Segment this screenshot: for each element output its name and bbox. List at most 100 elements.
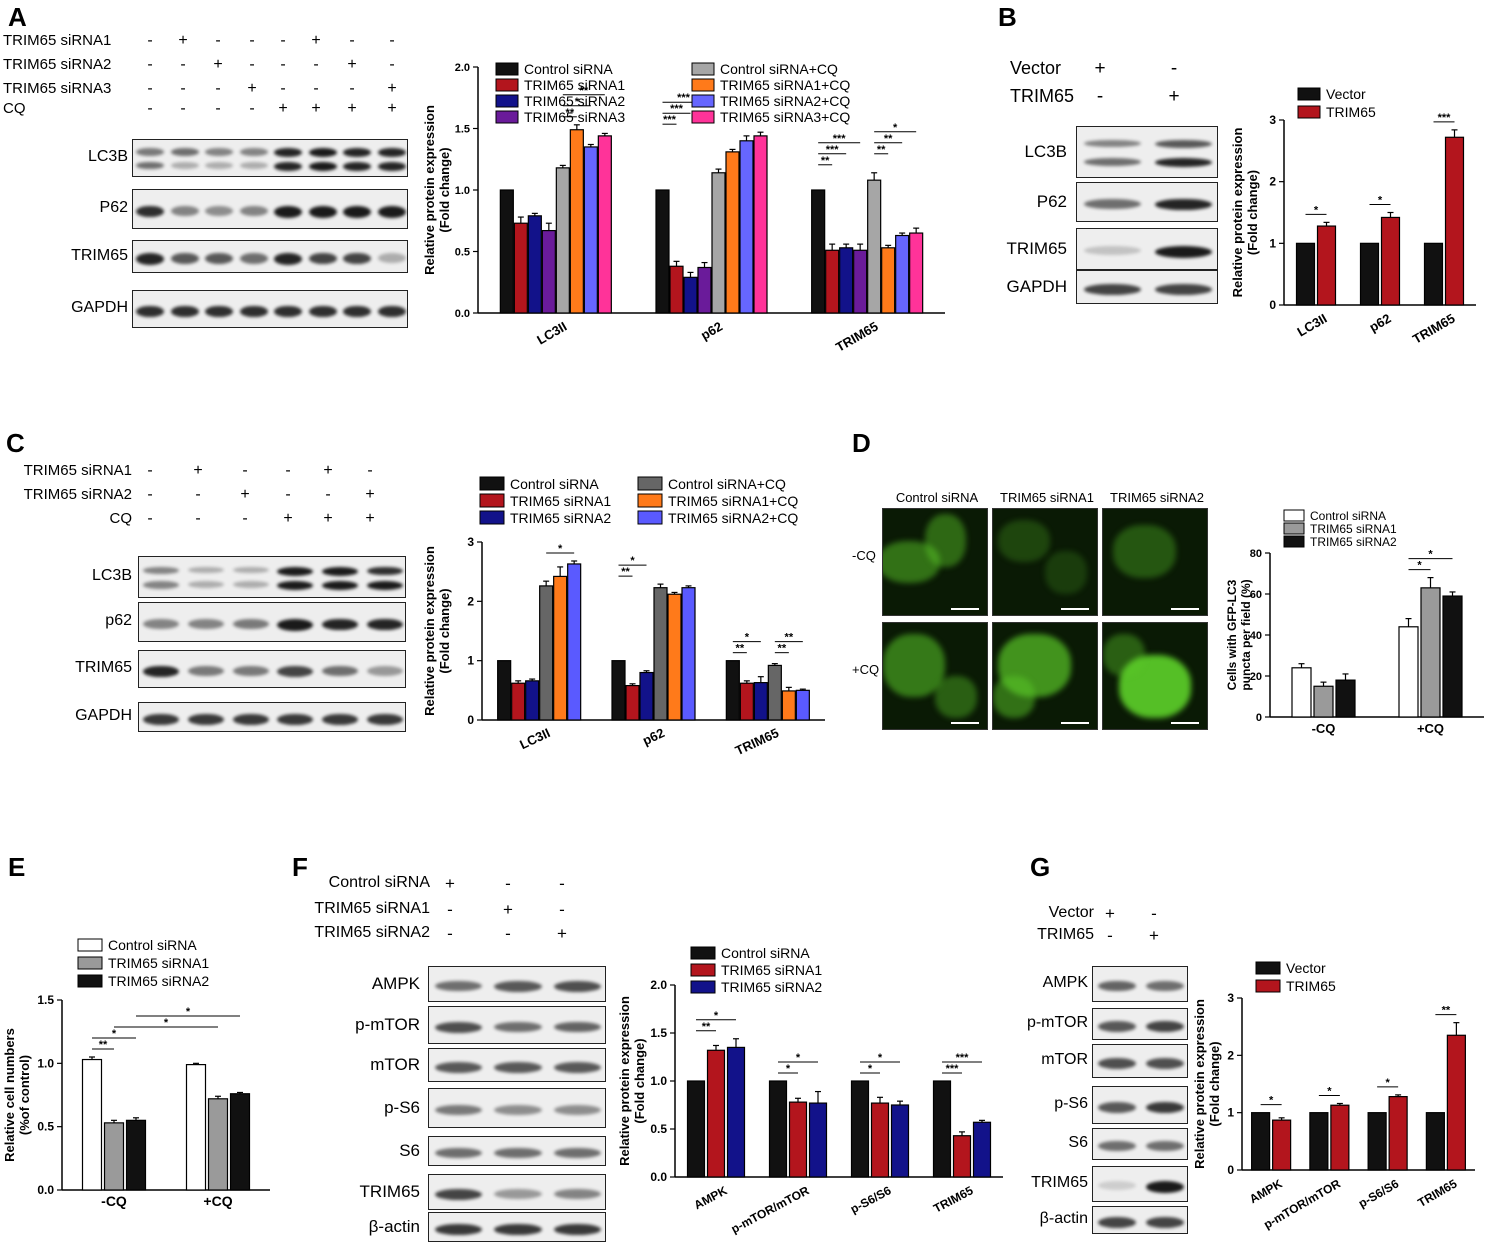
significance-marker: * <box>186 1006 191 1018</box>
band <box>377 253 406 263</box>
band <box>1084 198 1141 210</box>
wb-f-label-p-s6: p-S6 <box>384 1098 420 1117</box>
chart-b-y-axis-label: Relative protein expression <box>1230 128 1245 298</box>
bar-trim65-p62 <box>1380 216 1401 306</box>
significance-marker: * <box>1385 1077 1390 1089</box>
wb-c-label-gapdh: GAPDH <box>75 707 132 724</box>
wb-g-sign: + <box>1149 926 1159 945</box>
wb-a-sign: - <box>313 80 319 97</box>
band <box>277 713 314 726</box>
legend-label-trim65-sirna1: TRIM65 siRNA1 <box>721 962 822 978</box>
wb-g-blot-p-s6 <box>1092 1086 1188 1124</box>
wb-f-blot-actin <box>428 1212 606 1242</box>
gfp-cell <box>883 540 941 584</box>
chart-a-protein-expression: 0.0 0.5 1.0 1.5 2.0 Relative protein expressi… <box>422 61 945 355</box>
micrograph-cq-trim65-sirna2 <box>1102 508 1208 616</box>
legend-swatch-trim65-sirna2 <box>690 980 716 994</box>
panel-label-c: C <box>6 428 25 458</box>
significance-marker: *** <box>677 92 691 104</box>
bar-trim65-sirna1-p-s6-s6 <box>870 1102 890 1178</box>
band <box>553 1147 602 1159</box>
significance-marker: ** <box>580 85 589 97</box>
band <box>308 148 337 158</box>
y-tick-label: 2 <box>1227 1048 1234 1062</box>
wb-a-sign: - <box>147 56 153 73</box>
chart-a-category-label: TRIM65 <box>833 319 881 355</box>
band <box>308 305 337 318</box>
bar-control-sirna-cq <box>1398 626 1419 718</box>
chart-c-category-label: p62 <box>640 725 667 748</box>
wb-a-blot-p62 <box>132 189 408 229</box>
band <box>1155 157 1212 167</box>
legend-label-trim65-sirna2-cq: TRIM65 siRNA2+CQ <box>668 510 798 526</box>
band <box>136 161 165 170</box>
legend-label-trim65-sirna2: TRIM65 siRNA2 <box>721 979 822 995</box>
legend-swatch-control-sirna <box>495 62 519 76</box>
band <box>170 205 199 216</box>
wb-b-label-trim65: TRIM65 <box>1006 239 1067 258</box>
bar-trim65-sirna1-p-mtor-mtor <box>788 1101 808 1178</box>
bar-trim65-sirna1-lc3ii <box>511 682 526 721</box>
chart-f-protein-expression: 0.0 0.5 1.0 1.5 2.0 Relative protein expressi… <box>617 945 1003 1236</box>
bar-control-sirna-trim65 <box>725 660 740 721</box>
wb-g-label-s6: S6 <box>1068 1134 1088 1151</box>
chart-b-category-label: LC3II <box>1294 311 1329 340</box>
bar-trim65-p-s6-s6 <box>1388 1096 1408 1171</box>
legend-label-control-sirna: Control siRNA <box>510 476 599 492</box>
wb-b-condition-vector: Vector <box>1010 58 1062 78</box>
band <box>143 665 180 678</box>
wb-a-sign: - <box>249 32 255 49</box>
band <box>188 713 224 726</box>
band <box>377 305 406 318</box>
chart-f-category-label: AMPK <box>692 1183 730 1212</box>
bar-trim65-sirna1-lc3ii <box>513 222 528 314</box>
legend-swatch-control-sirna <box>479 476 505 491</box>
y-tick-label: 0.5 <box>455 247 470 259</box>
bar-control-sirna-cq <box>81 1058 103 1191</box>
wb-a-sign: + <box>247 80 257 97</box>
band <box>322 713 358 726</box>
band <box>232 566 269 574</box>
y-tick-label: 1.0 <box>455 185 470 197</box>
band <box>494 1188 542 1199</box>
gfp-cell <box>1103 633 1145 676</box>
wb-a-sign: + <box>178 32 188 49</box>
wb-c-sign: + <box>323 462 333 479</box>
micrograph-cq-control-sirna <box>882 622 988 730</box>
bar-trim65-sirna1-p62 <box>625 684 640 721</box>
band <box>277 618 314 631</box>
y-tick-label: 20 <box>1250 671 1262 683</box>
legend-label-vector: Vector <box>1286 960 1326 976</box>
legend-label-trim65-sirna2: TRIM65 siRNA2 <box>510 510 611 526</box>
wb-c-sign: - <box>242 510 248 527</box>
band <box>232 713 269 726</box>
band <box>232 618 269 630</box>
chart-a-category-label: LC3II <box>534 319 569 348</box>
legend-label-trim65-sirna1-cq: TRIM65 siRNA1+CQ <box>668 493 798 509</box>
significance-marker: ** <box>1442 1005 1451 1017</box>
band <box>434 1188 483 1200</box>
gfp-cell <box>1045 551 1087 594</box>
wb-a-sign: - <box>180 56 186 73</box>
y-tick-label: 3 <box>1227 991 1234 1005</box>
band <box>274 305 303 318</box>
bar-trim65-sirna1-cq-trim65 <box>881 247 896 314</box>
wb-b-sign: - <box>1170 58 1178 79</box>
legend-label-trim65-sirna1: TRIM65 siRNA1 <box>510 493 611 509</box>
significance-marker: * <box>558 543 563 555</box>
wb-f-blot-p-mtor <box>428 1006 606 1044</box>
legend-swatch-trim65-sirna1 <box>1283 522 1305 535</box>
bar-control-sirna-ampk <box>686 1080 706 1178</box>
panel-label-b: B <box>998 2 1017 32</box>
wb-f-sign: - <box>505 924 511 943</box>
legend-label-trim65-sirna2-cq: TRIM65 siRNA2+CQ <box>720 93 850 109</box>
band <box>170 253 199 265</box>
wb-b-blot-trim65 <box>1076 228 1218 270</box>
wb-c-sign: - <box>285 486 291 503</box>
band <box>1097 1216 1137 1228</box>
significance-marker: *** <box>1438 112 1452 124</box>
bar-trim65-sirna1-cq-p62 <box>667 593 682 721</box>
band <box>1145 1020 1185 1032</box>
bar-trim65-sirna1-trim65 <box>739 682 754 721</box>
bar-trim65-sirna2-ampk <box>726 1046 746 1178</box>
